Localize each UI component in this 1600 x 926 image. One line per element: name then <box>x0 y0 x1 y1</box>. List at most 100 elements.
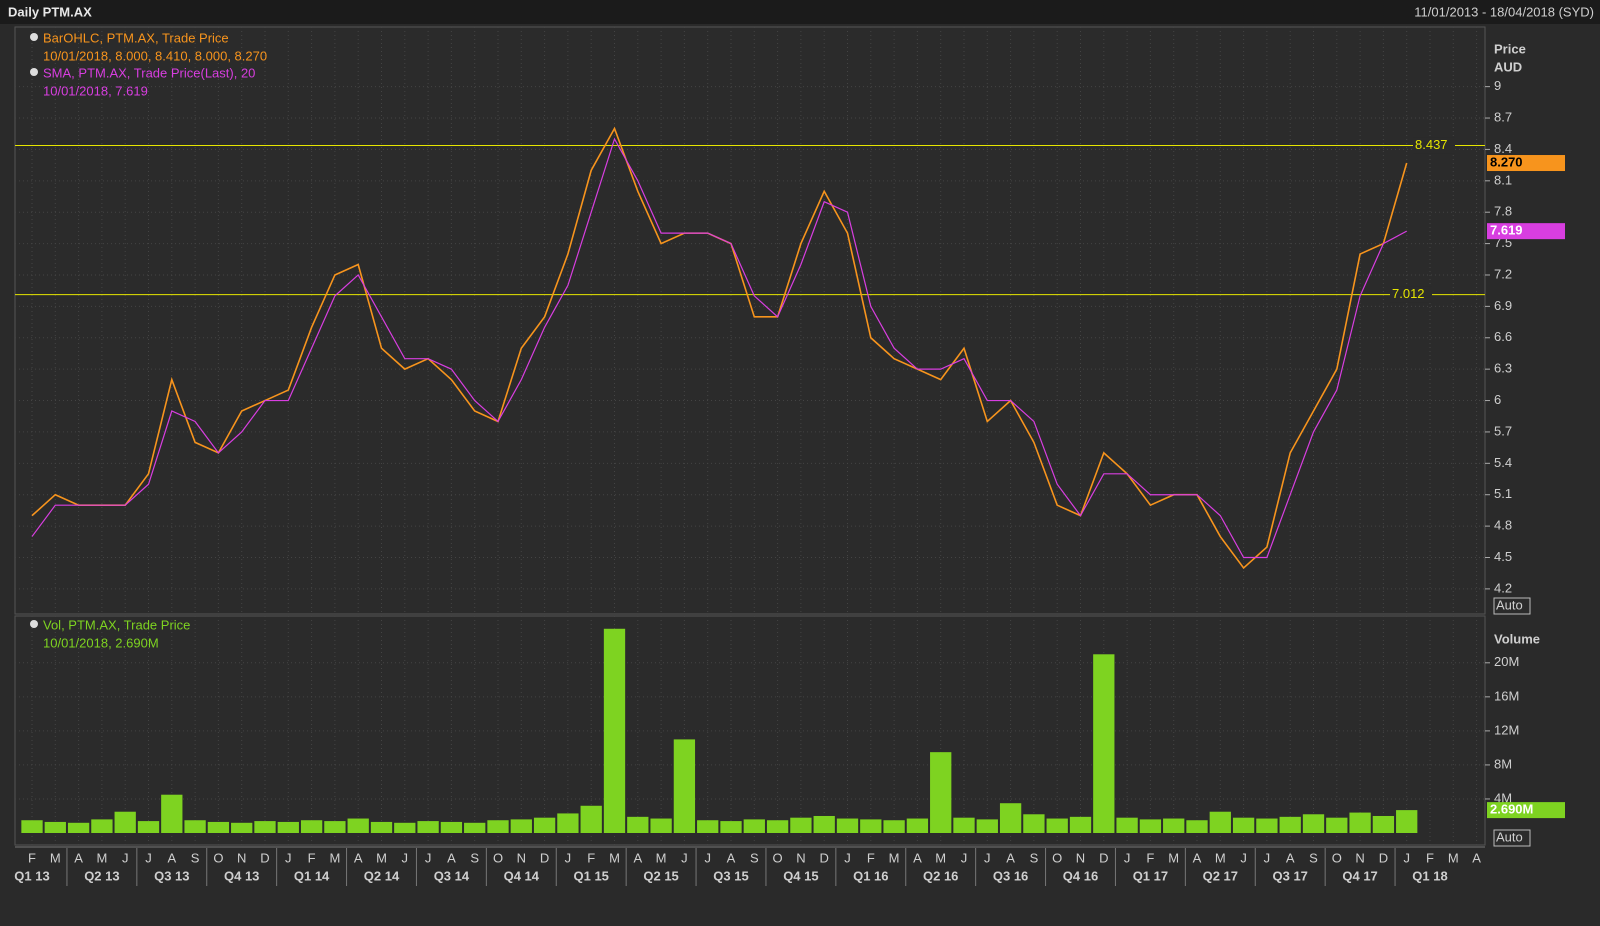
volume-bar <box>324 821 346 833</box>
x-month-label: O <box>1332 850 1342 865</box>
volume-bar <box>1256 818 1278 833</box>
scale-button-label[interactable]: Auto <box>1496 829 1523 844</box>
y-tick-label: 8.1 <box>1494 172 1512 187</box>
x-month-label: D <box>540 850 549 865</box>
x-quarter-label: Q4 13 <box>224 868 259 883</box>
volume-bar <box>231 822 253 833</box>
x-month-label: O <box>773 850 783 865</box>
x-quarter-label: Q3 13 <box>154 868 189 883</box>
x-month-label: J <box>565 850 572 865</box>
x-month-label: O <box>213 850 223 865</box>
x-month-label: J <box>704 850 711 865</box>
x-month-label: A <box>354 850 363 865</box>
x-month-label: S <box>1309 850 1318 865</box>
scale-button[interactable] <box>1493 829 1531 847</box>
volume-bar <box>906 818 929 833</box>
x-month-label: J <box>844 850 851 865</box>
x-month-label: J <box>425 850 432 865</box>
volume-bar <box>44 821 66 833</box>
volume-bar <box>533 817 556 833</box>
volume-bar <box>557 813 579 833</box>
legend-icon[interactable] <box>30 620 38 628</box>
x-month-label: M <box>889 850 900 865</box>
volume-bar <box>813 815 835 833</box>
volume-bar <box>161 794 183 833</box>
legend-name: SMA, PTM.AX, Trade Price(Last), 20 <box>43 65 255 80</box>
volume-bar <box>627 816 649 833</box>
y-tick-label: 6.9 <box>1494 298 1512 313</box>
volume-bar <box>1209 811 1231 833</box>
x-month-label: M <box>1215 850 1226 865</box>
volume-bar <box>137 821 160 833</box>
x-quarter-label: Q1 13 <box>14 868 49 883</box>
volume-bar <box>1116 817 1138 833</box>
volume-bar <box>673 739 696 833</box>
y-tick-label: 4.2 <box>1494 580 1512 595</box>
x-month-label: N <box>1355 850 1364 865</box>
x-month-label: N <box>796 850 805 865</box>
x-month-label: J <box>984 850 991 865</box>
x-month-label: D <box>820 850 829 865</box>
volume-bar <box>1326 817 1348 833</box>
x-quarter-label: Q2 13 <box>84 868 119 883</box>
volume-bar <box>976 819 998 833</box>
reference-label: 8.437 <box>1415 137 1448 152</box>
x-quarter-label: Q1 17 <box>1133 868 1168 883</box>
x-month-label: S <box>750 850 759 865</box>
y-tick-label: 8.7 <box>1494 109 1512 124</box>
title-bar <box>0 0 1600 24</box>
x-month-label: J <box>681 850 688 865</box>
legend-detail: 10/01/2018, 2.690M <box>43 635 159 650</box>
x-month-label: M <box>329 850 340 865</box>
legend-icon[interactable] <box>30 68 38 76</box>
last-value-label: 2.690M <box>1490 802 1533 817</box>
title: Daily PTM.AX <box>8 4 92 19</box>
volume-bar <box>417 821 439 833</box>
scale-button[interactable] <box>1493 597 1531 615</box>
x-month-label: M <box>656 850 667 865</box>
volume-bar <box>277 821 299 833</box>
volume-bar <box>114 811 136 833</box>
x-quarter-label: Q3 16 <box>993 868 1028 883</box>
x-quarter-label: Q3 17 <box>1272 868 1307 883</box>
x-month-label: S <box>1030 850 1039 865</box>
volume-bar <box>860 819 882 833</box>
x-month-label: N <box>1076 850 1085 865</box>
last-value-tag <box>1487 155 1565 172</box>
y-tick-label: 16M <box>1494 688 1519 703</box>
x-month-label: J <box>1264 850 1271 865</box>
legend-icon[interactable] <box>30 33 38 41</box>
volume-bar <box>999 803 1022 833</box>
x-month-label: O <box>493 850 503 865</box>
volume-bar <box>347 818 369 833</box>
x-quarter-label: Q4 17 <box>1342 868 1377 883</box>
x-month-label: J <box>1124 850 1131 865</box>
x-quarter-label: Q4 15 <box>783 868 818 883</box>
legend-name: Vol, PTM.AX, Trade Price <box>43 617 190 632</box>
volume-bar <box>464 822 486 833</box>
price-line <box>31 137 1407 559</box>
volume-bar <box>254 821 276 833</box>
volume-bar <box>930 752 952 833</box>
reference-label-bg <box>1390 286 1432 303</box>
x-month-label: A <box>1472 850 1481 865</box>
x-month-label: M <box>1168 850 1179 865</box>
y-tick-label: 6 <box>1494 392 1501 407</box>
volume-bar <box>1349 812 1371 833</box>
volume-bar <box>836 818 859 833</box>
y-tick-label: 6.3 <box>1494 361 1512 376</box>
x-quarter-label: Q1 15 <box>573 868 608 883</box>
volume-bar <box>91 819 113 833</box>
x-month-label: N <box>237 850 246 865</box>
x-month-label: J <box>145 850 152 865</box>
last-value-label: 8.270 <box>1490 154 1523 169</box>
date-range: 11/01/2013 - 18/04/2018 (SYD) <box>1414 4 1594 19</box>
x-quarter-label: Q4 14 <box>504 868 540 883</box>
volume-bar <box>743 819 765 833</box>
x-month-label: A <box>167 850 176 865</box>
y-tick-label: 5.1 <box>1494 486 1512 501</box>
volume-bar <box>790 817 812 833</box>
x-month-label: A <box>74 850 83 865</box>
x-month-label: F <box>1426 850 1434 865</box>
scale-button-label[interactable]: Auto <box>1496 597 1523 612</box>
